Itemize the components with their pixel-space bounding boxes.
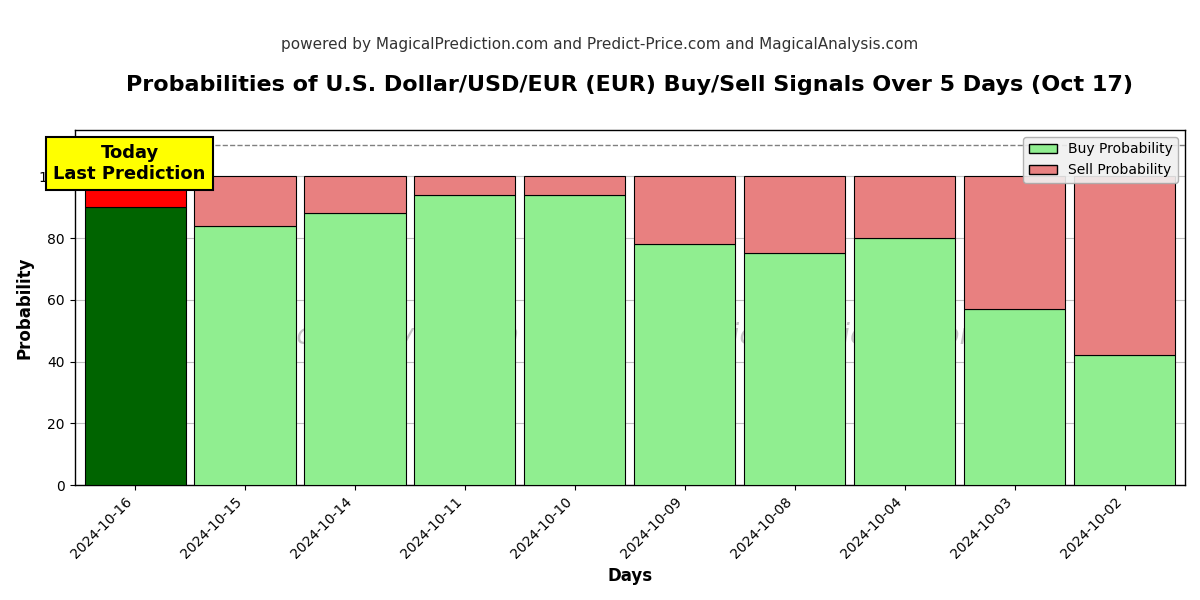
Bar [524,176,625,195]
Bar [854,176,955,238]
Text: MagicalAnalysis.com: MagicalAnalysis.com [230,322,518,350]
Bar [414,195,516,485]
Bar [854,238,955,485]
Bar [84,207,186,485]
Bar [524,195,625,485]
Bar [635,244,736,485]
Bar [635,176,736,244]
Bar [1074,176,1175,355]
Legend: Buy Probability, Sell Probability: Buy Probability, Sell Probability [1024,137,1178,183]
Title: Probabilities of U.S. Dollar/USD/EUR (EUR) Buy/Sell Signals Over 5 Days (Oct 17): Probabilities of U.S. Dollar/USD/EUR (EU… [126,75,1133,95]
Bar [414,176,516,195]
Bar [964,309,1066,485]
Bar [84,176,186,207]
Bar [194,226,295,485]
Bar [964,176,1066,309]
Bar [744,176,845,253]
Bar [194,176,295,226]
Bar [1074,355,1175,485]
Bar [744,253,845,485]
Bar [305,176,406,214]
Y-axis label: Probability: Probability [16,256,34,359]
Text: MagicalPrediction.com: MagicalPrediction.com [673,322,986,350]
Bar [305,214,406,485]
Text: Today
Last Prediction: Today Last Prediction [54,144,206,182]
Text: powered by MagicalPrediction.com and Predict-Price.com and MagicalAnalysis.com: powered by MagicalPrediction.com and Pre… [281,37,919,52]
X-axis label: Days: Days [607,567,653,585]
